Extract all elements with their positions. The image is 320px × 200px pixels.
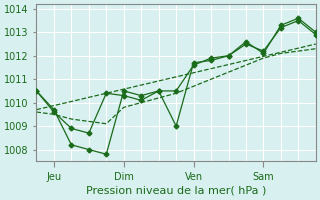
X-axis label: Pression niveau de la mer( hPa ): Pression niveau de la mer( hPa ) xyxy=(86,186,266,196)
